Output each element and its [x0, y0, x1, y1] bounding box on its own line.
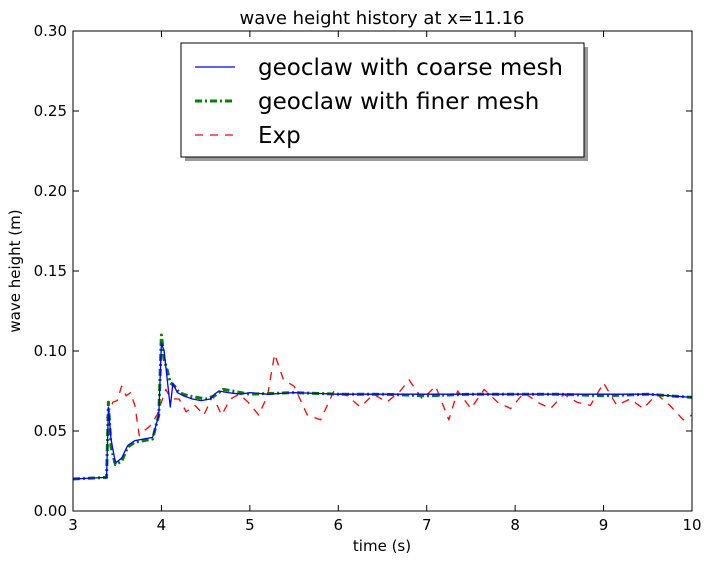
x-tick-label: 5 [245, 516, 255, 534]
legend-label-2: Exp [258, 123, 301, 149]
series-line-1 [73, 333, 692, 481]
legend: geoclaw with coarse mesh geoclaw with fin… [180, 42, 588, 161]
y-tick-label: 0.10 [34, 342, 67, 360]
x-tick-label: 6 [334, 516, 344, 534]
y-axis-title: wave height (m) [6, 209, 24, 332]
y-tick-label: 0.15 [34, 262, 67, 280]
series-layer [73, 333, 692, 481]
x-tick-label: 8 [510, 516, 520, 534]
y-tick-label: 0.20 [34, 182, 67, 200]
x-tick-label: 10 [682, 516, 701, 534]
chart-title: wave height history at x=11.16 [239, 8, 524, 29]
x-axis-title: time (s) [353, 537, 411, 555]
x-tick-label: 9 [599, 516, 609, 534]
legend-box [180, 42, 585, 158]
y-tick-label: 0.05 [34, 422, 67, 440]
y-tick-label: 0.00 [34, 502, 67, 520]
legend-label-1: geoclaw with finer mesh [258, 89, 539, 115]
legend-label-0: geoclaw with coarse mesh [258, 55, 563, 81]
series-line-0 [73, 342, 692, 480]
series-line-2 [105, 353, 692, 437]
x-tick-label: 3 [68, 516, 78, 534]
y-tick-label: 0.30 [34, 22, 67, 40]
x-tick-label: 7 [422, 516, 432, 534]
y-tick-label: 0.25 [34, 102, 67, 120]
x-tick-label: 4 [157, 516, 167, 534]
ticks-layer: 3 4 5 6 7 8 9 10 0.00 0.05 0.10 0.15 0.20 0.25 0.30 [34, 22, 702, 534]
